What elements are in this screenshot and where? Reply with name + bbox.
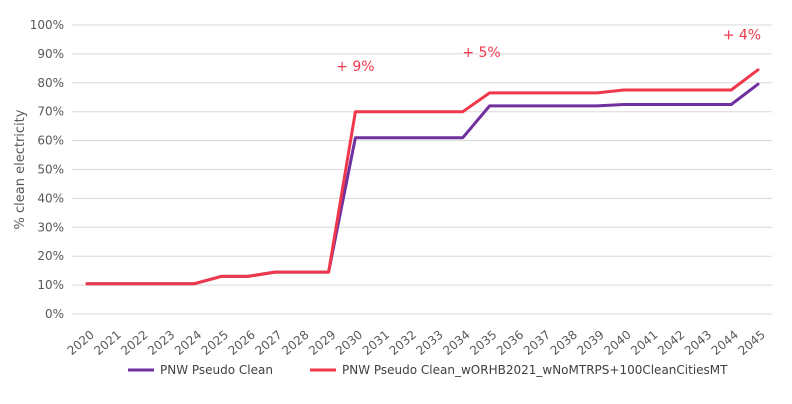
legend-label: PNW Pseudo Clean	[160, 363, 273, 377]
x-tick-label: 2028	[279, 328, 311, 358]
x-tick-label: 2026	[226, 328, 258, 358]
y-tick-label: 40%	[37, 191, 64, 205]
x-tick-label: 2032	[387, 328, 419, 358]
x-tick-label: 2041	[628, 328, 660, 358]
x-tick-label: 2043	[682, 328, 714, 358]
x-tick-label: 2023	[145, 328, 177, 358]
y-tick-label: 30%	[37, 220, 64, 234]
y-tick-label: 0%	[45, 307, 64, 321]
x-tick-label: 2036	[494, 328, 526, 358]
y-tick-label: 90%	[37, 47, 64, 61]
x-tick-label: 2039	[574, 328, 606, 358]
x-tick-label: 2031	[360, 328, 392, 358]
x-tick-label: 2035	[467, 328, 499, 358]
annotation-label: + 9%	[336, 59, 374, 75]
series-line-2	[85, 68, 760, 286]
x-tick-label: 2044	[709, 328, 741, 358]
gridlines	[72, 24, 772, 315]
series-lines	[85, 68, 760, 286]
y-tick-label: 70%	[37, 105, 64, 119]
series-line-1	[85, 82, 760, 286]
y-axis-tick-labels: 0% 10% 20% 30% 40% 50% 60% 70% 80% 90% 100%	[30, 18, 64, 321]
y-tick-label: 20%	[37, 249, 64, 263]
legend-label: PNW Pseudo Clean_wORHB2021_wNoMTRPS+100C…	[342, 363, 728, 377]
y-axis-label: % clean electricity	[13, 109, 28, 229]
x-tick-label: 2024	[172, 328, 204, 358]
x-tick-label: 2022	[118, 328, 150, 358]
x-tick-label: 2040	[601, 328, 633, 358]
x-axis-tick-labels: 2020202120222023202420252026202720282029…	[65, 328, 768, 358]
x-tick-label: 2030	[333, 328, 365, 358]
x-tick-label: 2045	[736, 328, 768, 358]
x-tick-label: 2038	[548, 328, 580, 358]
y-tick-label: 100%	[30, 18, 64, 32]
y-tick-label: 10%	[37, 278, 64, 292]
x-tick-label: 2021	[91, 328, 123, 358]
y-tick-label: 50%	[37, 163, 64, 177]
x-tick-label: 2025	[199, 328, 231, 358]
annotations: + 9% + 5% + 4%	[336, 27, 761, 75]
x-tick-label: 2042	[655, 328, 687, 358]
annotation-label: + 5%	[462, 45, 500, 61]
legend: PNW Pseudo Clean PNW Pseudo Clean_wORHB20…	[128, 363, 728, 377]
x-tick-label: 2034	[440, 328, 472, 358]
x-tick-label: 2027	[252, 328, 284, 358]
x-tick-label: 2029	[306, 328, 338, 358]
x-tick-label: 2020	[65, 328, 97, 358]
x-tick-label: 2033	[413, 328, 445, 358]
annotation-label: + 4%	[723, 27, 761, 43]
y-tick-label: 60%	[37, 134, 64, 148]
x-tick-label: 2037	[521, 328, 553, 358]
y-tick-label: 80%	[37, 76, 64, 90]
